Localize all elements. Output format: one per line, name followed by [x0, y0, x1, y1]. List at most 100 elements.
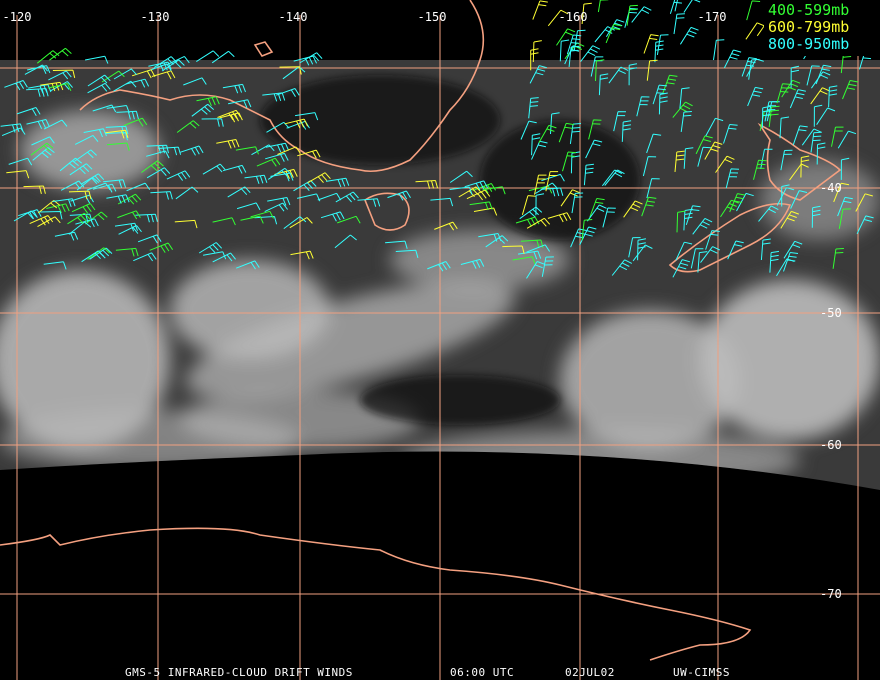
wind-barb	[460, 258, 485, 269]
wind-barb	[176, 120, 200, 133]
wind-barb	[196, 96, 220, 106]
wind-barb	[125, 78, 150, 88]
wind-barb	[16, 107, 41, 116]
wind-barb	[697, 251, 708, 273]
wind-barb	[792, 125, 808, 145]
wind-barb	[789, 163, 809, 181]
wind-barb	[652, 84, 668, 105]
longitude-label: -160	[559, 10, 588, 24]
wind-barb	[217, 109, 241, 121]
wind-barb	[212, 217, 236, 226]
wind-barb	[695, 135, 713, 155]
wind-barb	[161, 59, 185, 72]
wind-barb	[680, 111, 692, 132]
legend-entry: 400-599mb	[768, 1, 849, 19]
wind-barb	[779, 116, 790, 139]
wind-barb	[758, 205, 779, 222]
wind-barb	[326, 177, 350, 188]
wind-barb	[40, 211, 63, 220]
wind-barb	[133, 252, 157, 262]
wind-barb	[559, 39, 570, 62]
wind-barb	[4, 80, 28, 91]
wind-barb	[212, 252, 236, 263]
wind-barb	[67, 212, 91, 225]
wind-barb	[747, 86, 764, 107]
wind-barb	[87, 74, 111, 87]
wind-barb	[75, 218, 99, 228]
wind-barb	[293, 180, 317, 192]
wind-barb	[810, 71, 831, 89]
wind-barb	[760, 148, 773, 170]
wind-barb	[526, 244, 551, 253]
wind-barb	[458, 186, 482, 198]
wind-barb	[179, 145, 204, 156]
wind-barb	[673, 13, 685, 35]
wind-barb	[662, 74, 678, 95]
wind-barb	[146, 150, 170, 159]
wind-barb	[277, 146, 301, 155]
wind-barb	[89, 247, 113, 260]
wind-barb	[641, 196, 657, 217]
wind-barb	[856, 215, 874, 235]
wind-barb	[283, 216, 307, 230]
wind-barb	[683, 0, 701, 13]
wind-barb	[813, 104, 823, 127]
wind-barb	[472, 183, 497, 194]
wind-barb	[697, 146, 712, 167]
wind-barb	[29, 215, 54, 226]
wind-barb	[626, 4, 638, 26]
wind-barb	[385, 240, 408, 249]
wind-barb	[116, 110, 139, 120]
wind-barb	[117, 210, 141, 220]
wind-barb	[776, 83, 791, 104]
wind-barb	[571, 192, 584, 214]
wind-barb	[92, 104, 117, 113]
wind-barb	[59, 157, 83, 172]
wind-barb	[357, 198, 381, 207]
wind-barb	[685, 205, 701, 226]
wind-barb	[106, 194, 130, 204]
longitude-label: -150	[418, 10, 447, 24]
wind-barb	[227, 186, 251, 198]
wind-barb	[605, 23, 622, 44]
wind-barb	[151, 70, 176, 80]
wind-barb	[745, 22, 765, 40]
longitude-label: -130	[141, 10, 170, 24]
wind-barb	[254, 216, 278, 225]
wind-barb	[211, 50, 235, 64]
wind-barb	[526, 217, 551, 229]
longitude-label: -140	[279, 10, 308, 24]
wind-barb	[196, 50, 220, 63]
wind-barb	[781, 79, 801, 98]
wind-barb	[556, 28, 576, 46]
wind-barb	[296, 193, 321, 202]
wind-barb	[683, 208, 693, 231]
wind-barb	[123, 117, 148, 127]
wind-barb	[832, 248, 844, 269]
wind-barb	[473, 207, 498, 216]
latitude-label: -60	[820, 438, 842, 452]
wind-barb	[0, 123, 24, 133]
footer-title: GMS-5 INFRARED-CLOUD DRIFT WINDS	[125, 666, 353, 679]
wind-barb	[580, 45, 601, 62]
wind-barb	[583, 163, 594, 186]
wind-barb	[643, 34, 659, 54]
wind-barb	[727, 240, 744, 260]
wind-barb	[502, 245, 525, 254]
wind-barb	[628, 63, 638, 86]
wind-barb	[334, 234, 357, 249]
wind-barb	[36, 50, 60, 64]
wind-barb	[307, 172, 331, 184]
legend-entry: 600-799mb	[768, 18, 849, 36]
wind-barb	[776, 258, 795, 277]
wind-barb	[658, 92, 668, 115]
wind-barb	[202, 163, 226, 175]
wind-barb	[106, 142, 130, 151]
wind-barb	[520, 120, 537, 140]
wind-barb	[244, 174, 268, 184]
wind-barb	[117, 193, 142, 205]
wind-barb	[115, 247, 139, 257]
wind-barb	[6, 170, 30, 179]
wind-barb	[783, 240, 803, 259]
wind-barb	[427, 261, 451, 272]
